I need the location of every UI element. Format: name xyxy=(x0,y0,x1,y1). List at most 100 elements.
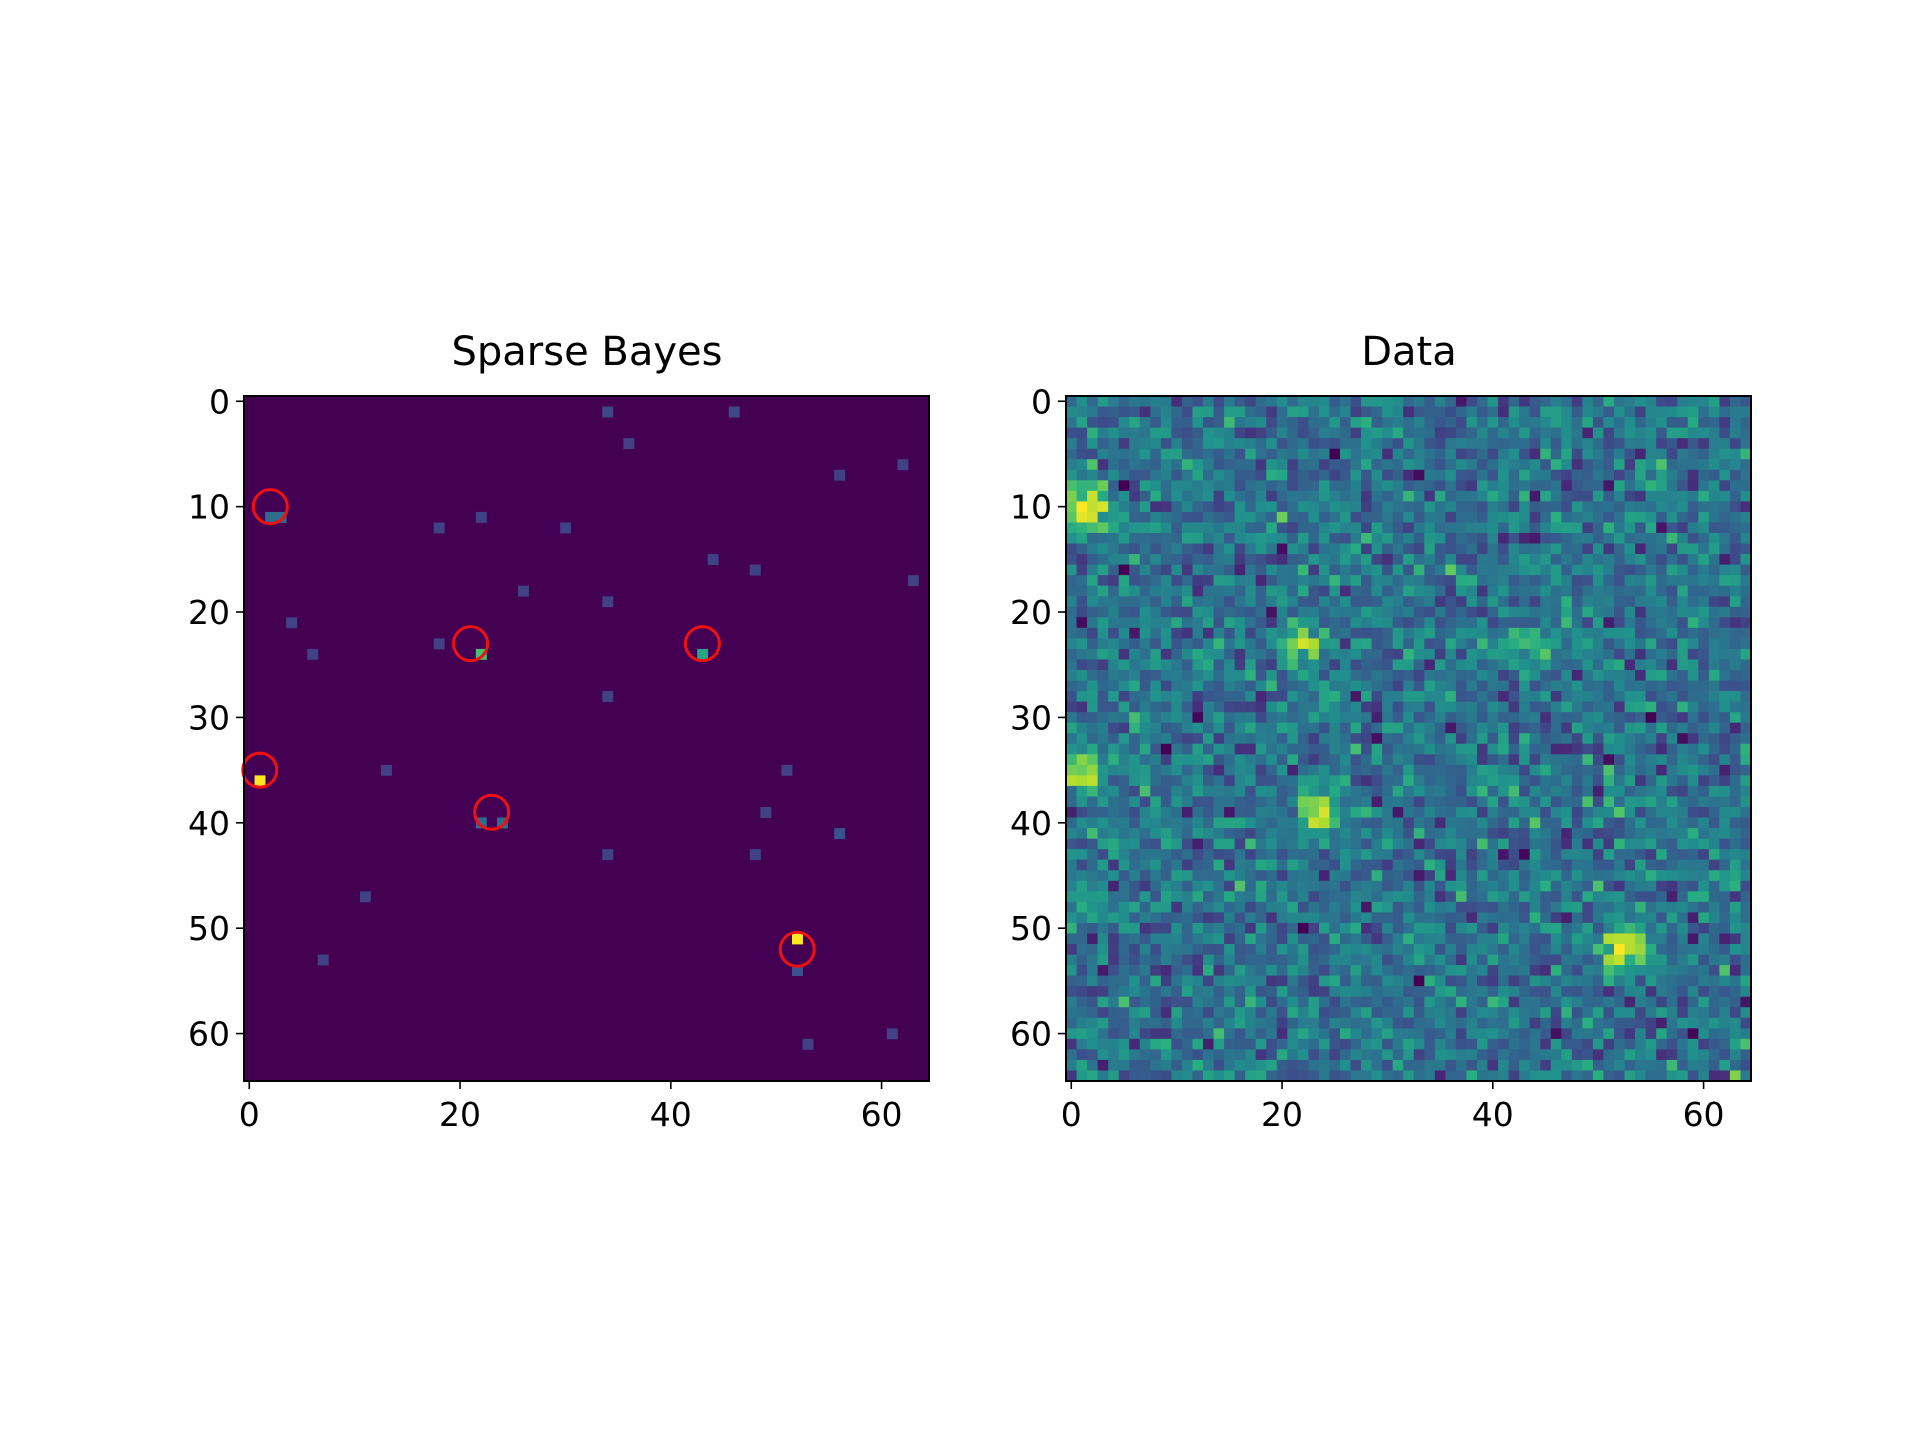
heatmap-cell xyxy=(1382,764,1394,776)
heatmap-cell xyxy=(1466,406,1478,418)
heatmap-cell xyxy=(1308,564,1320,576)
heatmap-cell xyxy=(1561,807,1573,818)
heatmap-cell xyxy=(1245,849,1257,861)
heatmap-cell xyxy=(1561,764,1573,776)
heatmap-cell xyxy=(1624,870,1636,882)
heatmap-cell xyxy=(1329,954,1341,966)
heatmap-cell xyxy=(1540,817,1552,829)
heatmap-cell xyxy=(1614,996,1625,1008)
heatmap-cell xyxy=(1297,849,1309,861)
heatmap-cell xyxy=(1234,1038,1246,1050)
heatmap-cell xyxy=(1213,480,1225,492)
heatmap-cell xyxy=(1255,1028,1267,1040)
heatmap-cell xyxy=(1550,554,1562,566)
heatmap-cell xyxy=(1203,1038,1214,1050)
heatmap-cell xyxy=(1382,817,1394,829)
heatmap-cell xyxy=(1266,807,1278,818)
heatmap-cell xyxy=(1424,406,1436,418)
heatmap-cell xyxy=(1181,627,1193,639)
heatmap-cell xyxy=(1656,912,1668,924)
heatmap-cell xyxy=(1139,617,1151,629)
heatmap-cell xyxy=(1266,659,1278,671)
heatmap-cell xyxy=(1624,733,1636,745)
heatmap-cell xyxy=(1719,396,1731,407)
heatmap-cell xyxy=(1181,575,1193,587)
heatmap-cell xyxy=(1635,901,1647,913)
heatmap-cell xyxy=(1129,912,1141,924)
heatmap-cell xyxy=(1614,712,1625,724)
heatmap-cell xyxy=(1624,838,1636,850)
heatmap-cell xyxy=(1603,501,1615,513)
heatmap-cell xyxy=(1066,448,1077,460)
heatmap-cell xyxy=(1529,543,1541,555)
heatmap-cell xyxy=(1466,490,1478,502)
heatmap-cell xyxy=(1203,828,1214,840)
heatmap-cell xyxy=(1666,554,1678,566)
heatmap-cell xyxy=(1160,480,1172,492)
heatmap-cell xyxy=(1308,870,1320,882)
heatmap-cell xyxy=(1308,396,1320,407)
heatmap-cell xyxy=(1540,922,1552,934)
heatmap-cell xyxy=(1519,617,1531,629)
heatmap-cell xyxy=(1624,691,1636,703)
heatmap-cell xyxy=(1118,406,1130,418)
heatmap-cell xyxy=(1719,1070,1731,1082)
heatmap-cell xyxy=(1266,417,1278,429)
heatmap-cell xyxy=(1192,722,1204,734)
heatmap-cell xyxy=(1550,659,1562,671)
heatmap-cell xyxy=(1729,933,1741,945)
heatmap-cell xyxy=(1297,764,1309,776)
heatmap-cell xyxy=(1561,975,1573,987)
heatmap-cell xyxy=(1740,754,1752,766)
heatmap-cell xyxy=(1498,722,1510,734)
heatmap-cell xyxy=(1160,870,1172,882)
heatmap-cell xyxy=(1455,1028,1467,1040)
heatmap-cell xyxy=(1076,712,1088,724)
heatmap-cell xyxy=(1382,701,1394,713)
heatmap-cell xyxy=(1297,817,1309,829)
heatmap-cell xyxy=(1129,880,1141,892)
heatmap-cell xyxy=(1129,996,1141,1008)
heatmap-cell xyxy=(1740,1038,1752,1050)
heatmap-cell xyxy=(1361,396,1373,407)
heatmap-cell xyxy=(1614,1070,1625,1082)
heatmap-cell xyxy=(1382,1007,1394,1019)
heatmap-cell xyxy=(1329,901,1341,913)
heatmap-cell xyxy=(1287,606,1299,618)
heatmap-cell xyxy=(1729,849,1741,861)
heatmap-cell xyxy=(1224,975,1236,987)
heatmap-cell xyxy=(1276,733,1288,745)
heatmap-cell xyxy=(1097,870,1109,882)
heatmap-cell xyxy=(1276,722,1288,734)
heatmap-cell xyxy=(1677,870,1689,882)
heatmap-cell xyxy=(1687,1007,1699,1019)
heatmap-cell xyxy=(1181,859,1193,871)
heatmap-cell xyxy=(1203,1049,1214,1061)
heatmap-cell xyxy=(1340,627,1351,639)
heatmap-cell xyxy=(1635,859,1647,871)
heatmap-cell xyxy=(1329,996,1341,1008)
heatmap-cell xyxy=(1403,838,1415,850)
heatmap-cell xyxy=(1245,585,1257,597)
heatmap-cell xyxy=(1592,828,1604,840)
heatmap-cell xyxy=(1571,575,1583,587)
heatmap-cell xyxy=(1350,922,1362,934)
heatmap-cell xyxy=(1287,891,1299,903)
heatmap-cell xyxy=(1466,1070,1478,1082)
heatmap-cell xyxy=(1677,733,1689,745)
heatmap-cell xyxy=(1614,1017,1625,1029)
heatmap-cell xyxy=(1698,575,1710,587)
heatmap-cell xyxy=(1181,1070,1193,1082)
heatmap-cell xyxy=(1171,986,1183,998)
heatmap-cell xyxy=(1508,933,1520,945)
heatmap-cell xyxy=(1455,438,1467,450)
heatmap-cell xyxy=(1160,807,1172,818)
heatmap-cell xyxy=(1656,417,1668,429)
heatmap-cell xyxy=(1192,975,1204,987)
heatmap-cell xyxy=(1698,1070,1710,1082)
heatmap-cell xyxy=(1340,954,1351,966)
heatmap-cell xyxy=(1361,533,1373,544)
heatmap-cell xyxy=(1129,1028,1141,1040)
heatmap-cell xyxy=(1635,944,1647,955)
